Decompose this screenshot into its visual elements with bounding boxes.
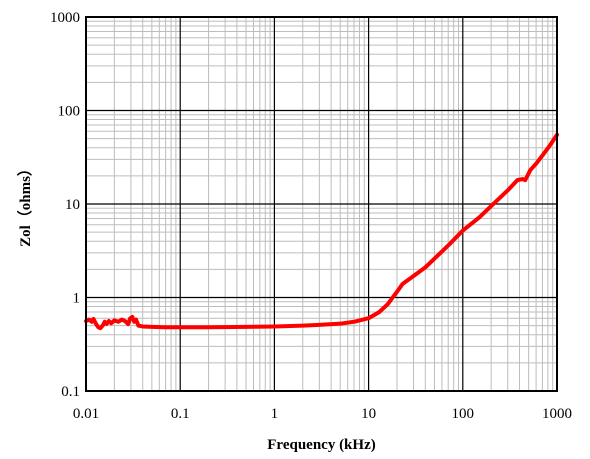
- y-axis-title: Zol（ohms）: [16, 161, 34, 247]
- series-layer: [84, 132, 559, 331]
- y-tick-label: 10: [65, 197, 80, 213]
- y-tick-labels: 0.1 1 10 100 1000: [50, 10, 80, 400]
- x-tick-label: 100: [452, 406, 475, 422]
- y-tick-label: 0.1: [61, 384, 80, 400]
- x-tick-label: 10: [361, 406, 376, 422]
- x-tick-label: 1000: [542, 406, 572, 422]
- x-tick-label: 1: [271, 406, 279, 422]
- x-tick-label: 0.1: [171, 406, 190, 422]
- x-axis-title: Frequency (kHz): [267, 437, 375, 453]
- x-tick-label: 0.01: [73, 406, 99, 422]
- x-tick-labels: 0.01 0.1 1 10 100 1000: [73, 406, 572, 422]
- y-tick-label: 100: [58, 104, 81, 120]
- y-tick-label: 1000: [50, 10, 80, 26]
- series-line: [84, 132, 559, 331]
- plot-frame: [85, 16, 558, 392]
- y-tick-label: 1: [73, 291, 81, 307]
